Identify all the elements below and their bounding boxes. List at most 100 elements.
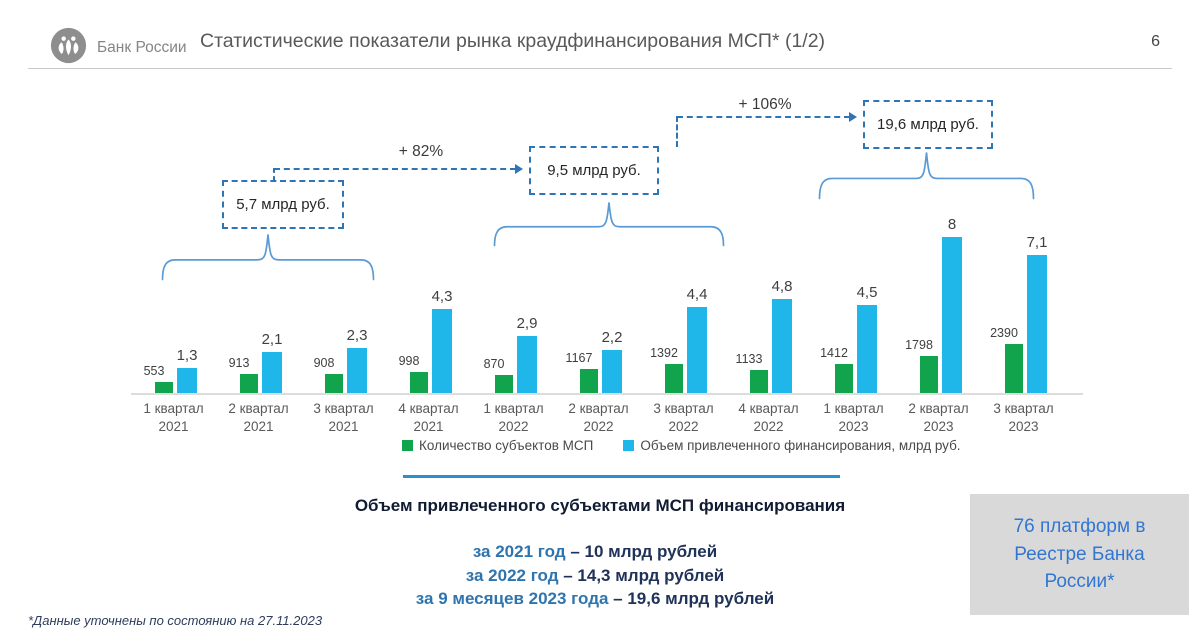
blue-bar xyxy=(432,309,452,393)
brace-2021-icon xyxy=(161,234,375,281)
green-bar xyxy=(325,374,343,393)
bar-group: 1133 4,8 xyxy=(726,223,811,393)
summary-label-2021: за 2021 год xyxy=(472,542,566,561)
green-bar-value: 870 xyxy=(483,357,505,371)
summary-value-2021: – 10 млрд рублей xyxy=(565,542,718,561)
bar-group: 908 2,3 xyxy=(301,223,386,393)
registry-text: 76 платформ в Реестре Банка России* xyxy=(1013,516,1146,593)
blue-bar xyxy=(347,348,367,393)
chart-column: 1392 4,4 3 квартал 2022 xyxy=(641,223,726,435)
growth-arrow-2-line xyxy=(677,116,850,118)
blue-bar xyxy=(517,336,537,393)
summary-row-2021: за 2021 год – 10 млрд рублей xyxy=(245,540,945,564)
bar-group: 2390 7,1 xyxy=(981,223,1066,393)
x-axis-label: 3 квартал 2023 xyxy=(993,401,1054,434)
bar-group: 1167 2,2 xyxy=(556,223,641,393)
green-bar xyxy=(495,375,513,393)
green-bar-value: 553 xyxy=(143,364,165,378)
blue-bar-value: 2,1 xyxy=(261,331,283,348)
summary-row-2022: за 2022 год – 14,3 млрд рублей xyxy=(245,564,945,588)
legend-item-volume: Объем привлеченного финансирования, млрд… xyxy=(623,438,961,453)
blue-bar-value: 4,5 xyxy=(856,284,878,301)
green-bar xyxy=(920,356,938,393)
bar-group: 553 1,3 xyxy=(131,223,216,393)
green-bar-value: 2390 xyxy=(990,326,1018,340)
header-divider xyxy=(28,68,1172,69)
summary-title: Объем привлеченного субъектами МСП финан… xyxy=(354,496,846,515)
green-bar-value: 908 xyxy=(313,356,335,370)
blue-bar xyxy=(857,305,877,393)
page-number: 6 xyxy=(1151,33,1160,50)
green-bar-value: 913 xyxy=(228,356,250,370)
blue-bar xyxy=(177,368,197,393)
logo-text: Банк России xyxy=(97,39,187,56)
summary-rows: за 2021 год – 10 млрд рублей за 2022 год… xyxy=(245,540,945,611)
legend-item-subjects: Количество субъектов МСП xyxy=(402,438,593,453)
summary-value-2023: – 19,6 млрд рублей xyxy=(608,589,775,608)
green-bar xyxy=(240,374,258,393)
legend-label-volume: Объем привлеченного финансирования, млрд… xyxy=(640,438,961,453)
blue-bar-value: 1,3 xyxy=(176,347,198,364)
chart-column: 870 2,9 1 квартал 2022 xyxy=(471,223,556,435)
bar-group: 1392 4,4 xyxy=(641,223,726,393)
callout-2021-label: 5,7 млрд руб. xyxy=(236,196,330,213)
x-axis-label: 4 квартал 2021 xyxy=(398,401,459,434)
chart-column: 908 2,3 3 квартал 2021 xyxy=(301,223,386,435)
growth-arrow-1-line xyxy=(274,168,516,170)
x-axis-label: 4 квартал 2022 xyxy=(738,401,799,434)
x-axis-label: 2 квартал 2022 xyxy=(568,401,629,434)
bar-group: 1412 4,5 xyxy=(811,223,896,393)
chart-column: 553 1,3 1 квартал 2021 xyxy=(131,223,216,435)
callout-2022-label: 9,5 млрд руб. xyxy=(547,162,641,179)
blue-bar-value: 4,4 xyxy=(686,286,708,303)
callout-2022-total: 9,5 млрд руб. xyxy=(529,146,659,195)
green-swatch-icon xyxy=(402,440,413,451)
bar-group: 998 4,3 xyxy=(386,223,471,393)
legend-label-subjects: Количество субъектов МСП xyxy=(419,438,594,453)
x-axis-line xyxy=(131,393,1083,395)
callout-2023-total: 19,6 млрд руб. xyxy=(863,100,993,149)
x-axis-label: 3 квартал 2021 xyxy=(313,401,374,434)
blue-bar-value: 7,1 xyxy=(1026,234,1048,251)
summary-row-2023: за 9 месяцев 2023 года – 19,6 млрд рубле… xyxy=(245,587,945,611)
registry-highlight-box: 76 платформ в Реестре Банка России* xyxy=(970,494,1189,615)
blue-bar xyxy=(687,307,707,393)
footnote: *Данные уточнены по состоянию на 27.11.2… xyxy=(28,613,323,628)
blue-bar-value: 8 xyxy=(947,216,957,233)
bar-chart: 553 1,3 1 квартал 2021 913 2,1 2 квартал 2021 90… xyxy=(131,216,1066,435)
blue-bar-value: 4,8 xyxy=(771,278,793,295)
growth-percent-1: + 82% xyxy=(398,143,444,160)
blue-swatch-icon xyxy=(623,440,635,451)
chart-column: 2390 7,1 3 квартал 2023 xyxy=(981,223,1066,435)
brace-2022-icon xyxy=(493,202,725,247)
green-bar xyxy=(410,372,428,393)
chart-column: 1133 4,8 4 квартал 2022 xyxy=(726,223,811,435)
growth-arrow-1-head-icon xyxy=(515,164,523,174)
bank-of-russia-logo-icon xyxy=(50,27,87,64)
callout-2023-label: 19,6 млрд руб. xyxy=(877,116,979,133)
summary-label-2022: за 2022 год xyxy=(465,565,559,585)
blue-bar xyxy=(262,352,282,393)
green-bar xyxy=(665,364,683,393)
green-bar-value: 1133 xyxy=(735,352,763,366)
green-bar xyxy=(750,370,768,393)
green-bar xyxy=(835,364,853,393)
bar-group: 913 2,1 xyxy=(216,223,301,393)
callout-2021-total: 5,7 млрд руб. xyxy=(222,180,344,229)
green-bar xyxy=(580,369,598,393)
bar-group: 870 2,9 xyxy=(471,223,556,393)
chart-column: 998 4,3 4 квартал 2021 xyxy=(386,223,471,435)
blue-bar xyxy=(602,350,622,393)
growth-percent-2: + 106% xyxy=(738,96,792,113)
blue-bar xyxy=(942,237,962,393)
green-bar-value: 998 xyxy=(398,354,420,368)
summary-label-2023: за 9 месяцев 2023 года xyxy=(415,589,609,608)
green-bar-value: 1412 xyxy=(820,346,848,360)
blue-bar-value: 4,3 xyxy=(431,288,453,305)
page-title: Статистические показатели рынка краудфин… xyxy=(200,30,826,52)
blue-bar-value: 2,9 xyxy=(516,315,538,332)
green-bar-value: 1392 xyxy=(650,346,678,360)
bar-group: 1798 8 xyxy=(896,216,981,393)
section-divider xyxy=(403,475,840,478)
chart-column: 1798 8 2 квартал 2023 xyxy=(896,216,981,435)
